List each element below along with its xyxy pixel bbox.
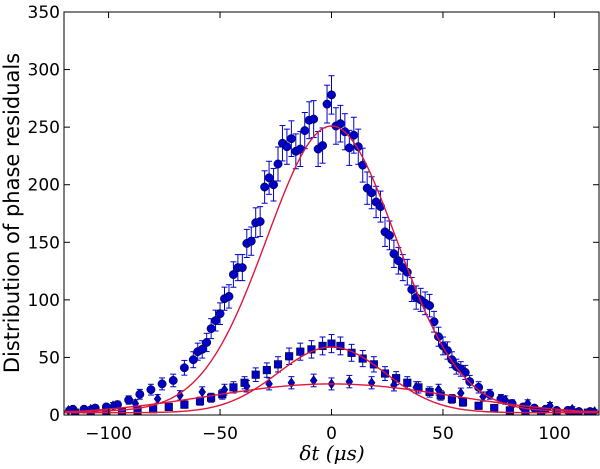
data-point-circle — [246, 236, 256, 246]
data-point-circle — [385, 230, 394, 240]
data-point-diamond — [501, 394, 510, 406]
data-point-circle — [367, 188, 377, 198]
y-tick-label: 150 — [28, 233, 60, 253]
plot-marks — [64, 75, 600, 415]
fit-curve — [64, 383, 600, 413]
data-point-circle — [425, 301, 435, 311]
data-point-circle — [135, 389, 145, 399]
y-tick-label: 100 — [28, 291, 60, 311]
data-point-circle — [224, 291, 234, 301]
y-tick-label: 50 — [38, 348, 60, 368]
data-point-diamond — [309, 375, 318, 386]
data-point-circle — [282, 142, 292, 152]
data-point-circle — [168, 376, 178, 385]
data-point-circle — [202, 338, 212, 347]
data-point-diamond — [220, 384, 229, 396]
data-point-square — [336, 341, 345, 350]
series-circles — [68, 75, 595, 415]
series-squares — [71, 334, 592, 415]
x-tick-label: −100 — [85, 424, 132, 444]
y-tick-label: 350 — [28, 3, 60, 23]
data-point-circle — [215, 309, 225, 319]
data-point-square — [229, 383, 238, 392]
data-point-square — [358, 354, 367, 363]
y-tick-label: 250 — [28, 118, 60, 138]
x-tick-label: 50 — [432, 424, 454, 444]
data-point-circle — [206, 324, 216, 334]
data-point-square — [117, 407, 127, 415]
data-point-square — [273, 360, 283, 369]
data-point-circle — [179, 363, 189, 373]
data-point-circle — [260, 182, 270, 192]
y-axis-title: Distribution of phase residuals — [0, 53, 24, 373]
y-tick-label: 200 — [28, 176, 60, 196]
data-point-circle — [146, 385, 156, 395]
data-point-circle — [124, 395, 134, 405]
y-tick-label: 0 — [49, 406, 60, 426]
y-axis: 0 50 100 150 200 250 300 350 — [28, 3, 599, 426]
x-tick-label: 100 — [538, 424, 570, 444]
data-point-square — [474, 401, 483, 410]
data-point-square — [207, 393, 216, 402]
data-point-square — [251, 370, 260, 379]
x-axis: −100 −50 0 50 100 — [85, 12, 571, 444]
data-point-circle — [255, 217, 265, 227]
data-point-circle — [322, 99, 332, 109]
fit-curve — [64, 346, 599, 414]
data-point-square — [318, 341, 327, 350]
data-point-square — [327, 339, 336, 348]
data-point-circle — [344, 143, 354, 153]
data-point-square — [403, 378, 412, 387]
data-point-square — [262, 366, 271, 375]
data-point-square — [458, 398, 468, 407]
data-point-circle — [309, 114, 319, 124]
data-point-circle — [327, 90, 336, 100]
x-tick-label: 0 — [326, 424, 337, 444]
y-tick-label: 300 — [28, 61, 60, 81]
data-point-circle — [286, 134, 296, 144]
data-point-diamond — [434, 384, 443, 396]
data-point-circle — [300, 126, 310, 136]
data-point-square — [296, 347, 305, 356]
data-point-circle — [318, 141, 328, 151]
data-point-square — [505, 406, 514, 415]
x-axis-title: δt (μs) — [299, 441, 364, 465]
data-point-circle — [269, 180, 278, 190]
data-point-diamond — [456, 387, 465, 399]
data-point-square — [285, 352, 294, 361]
x-tick-label: −50 — [202, 424, 238, 444]
data-point-circle — [353, 142, 363, 152]
data-point-circle — [237, 263, 247, 273]
fit-curve — [64, 125, 600, 413]
data-point-square — [164, 402, 173, 411]
data-point-square — [536, 407, 546, 415]
data-point-circle — [273, 159, 283, 169]
data-point-square — [490, 404, 499, 413]
data-point-square — [447, 394, 456, 403]
data-point-square — [180, 400, 189, 409]
data-point-circle — [157, 379, 167, 389]
